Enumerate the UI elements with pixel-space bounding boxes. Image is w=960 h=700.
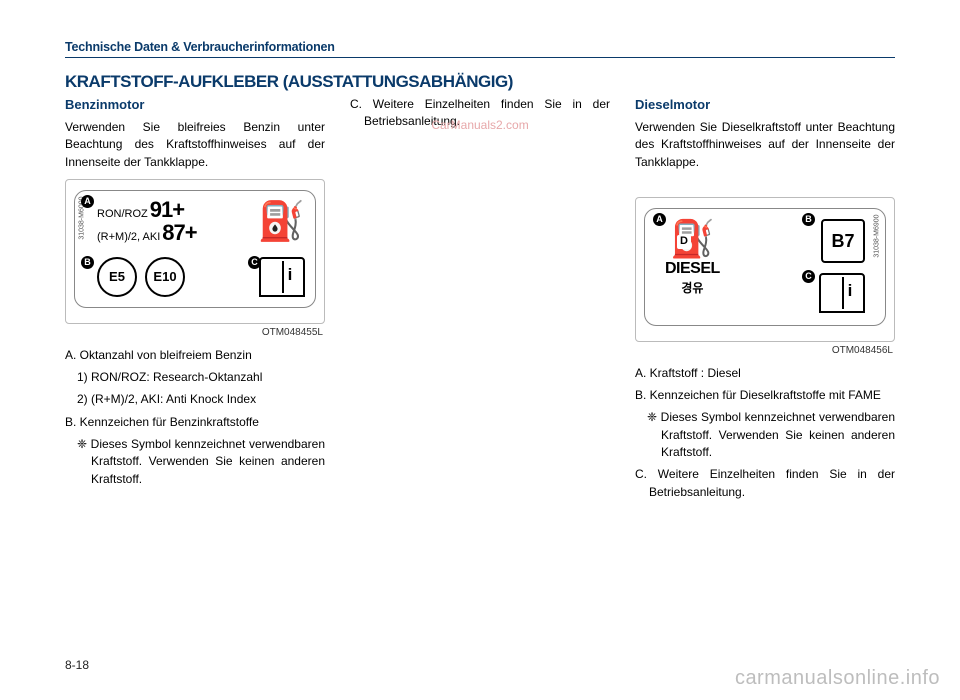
- e10-badge: E10: [145, 257, 185, 297]
- diesel-d-letter: D: [677, 235, 691, 249]
- section-header: Technische Daten & Verbraucherinformatio…: [65, 40, 895, 58]
- column-1: Benzinmotor Verwenden Sie bleifreies Ben…: [65, 96, 325, 506]
- ron-label: RON/ROZ: [97, 209, 148, 220]
- diesel-right-block: B7: [821, 219, 865, 263]
- aki-value: 87+: [162, 222, 204, 244]
- diesel-figure-caption: OTM048456L: [635, 344, 893, 359]
- diesel-item-b: B. Kennzeichen für Dieselkraftstoffe mit…: [635, 387, 895, 404]
- octane-text: RON/ROZ 91+ (R+M)/2, AKI 87+: [97, 199, 204, 245]
- manual-page: Technische Daten & Verbraucherinformatio…: [0, 0, 960, 700]
- item-a: A. Oktanzahl von bleifreiem Benzin: [65, 347, 325, 364]
- diesel-intro: Verwenden Sie Dieselkraftstoff unter Bea…: [635, 119, 895, 171]
- watermark-bottom: carmanualsonline.info: [735, 667, 940, 690]
- column-2: C. Weitere Einzelheiten finden Sie in de…: [350, 96, 610, 506]
- content-columns: Benzinmotor Verwenden Sie bleifreies Ben…: [65, 96, 895, 506]
- diesel-text: DIESEL: [665, 257, 720, 280]
- gasoline-label-card: 31038-M6000 A B C RON/ROZ 91+ (R+M)/2, A…: [74, 190, 316, 308]
- item-a2: 2) (R+M)/2, AKI: Anti Knock Index: [65, 391, 325, 408]
- ron-value: 91+: [150, 199, 192, 221]
- item-a1: 1) RON/ROZ: Research-Oktanzahl: [65, 369, 325, 386]
- aki-label: (R+M)/2, AKI: [97, 232, 160, 243]
- gasoline-intro: Verwenden Sie bleifreies Benzin unter Be…: [65, 119, 325, 171]
- diesel-figure: 31038-M6900 A B C ⛽ D DIESEL 경유 B7: [635, 197, 895, 342]
- manual-book-icon: i: [259, 257, 305, 297]
- col2-item-c: C. Weitere Einzelheiten finden Sie in de…: [350, 96, 610, 131]
- octane-row: RON/ROZ 91+ (R+M)/2, AKI 87+ ⛽: [97, 199, 305, 245]
- diesel-subtitle: Dieselmotor: [635, 96, 895, 115]
- item-b-note: ❈ Dieses Symbol kennzeichnet verwendbare…: [65, 436, 325, 488]
- b7-badge: B7: [821, 219, 865, 263]
- part-number-tag-right: 31038-M6900: [872, 214, 882, 257]
- diesel-marker-b: B: [802, 213, 815, 226]
- manual-book-icon: i: [819, 273, 865, 313]
- page-title: KRAFTSTOFF-AUFKLEBER (AUSSTATTUNGSABHÄNG…: [65, 72, 895, 92]
- diesel-left-block: ⛽ D DIESEL 경유: [665, 221, 720, 298]
- column-3: Dieselmotor Verwenden Sie Dieselkraftsto…: [635, 96, 895, 506]
- item-b: B. Kennzeichen für Benzinkraftstoffe: [65, 414, 325, 431]
- diesel-book-block: i: [819, 273, 865, 313]
- diesel-item-c: C. Weitere Einzelheiten finden Sie in de…: [635, 466, 895, 501]
- diesel-marker-c: C: [802, 270, 815, 283]
- gasoline-figure: 31038-M6000 A B C RON/ROZ 91+ (R+M)/2, A…: [65, 179, 325, 324]
- gasoline-figure-caption: OTM048455L: [65, 326, 323, 341]
- diesel-label-card: 31038-M6900 A B C ⛽ D DIESEL 경유 B7: [644, 208, 886, 326]
- page-number: 8-18: [65, 658, 89, 672]
- diesel-item-a: A. Kraftstoff : Diesel: [635, 365, 895, 382]
- marker-a: A: [81, 195, 94, 208]
- e5-badge: E5: [97, 257, 137, 297]
- diesel-item-b-note: ❈ Dieses Symbol kennzeichnet verwendbare…: [635, 409, 895, 461]
- fuel-pump-icon: ⛽: [258, 203, 305, 241]
- gasoline-subtitle: Benzinmotor: [65, 96, 325, 115]
- marker-b: B: [81, 256, 94, 269]
- diesel-korean: 경유: [665, 280, 720, 297]
- fuel-badge-row: E5 E10 i: [97, 257, 305, 297]
